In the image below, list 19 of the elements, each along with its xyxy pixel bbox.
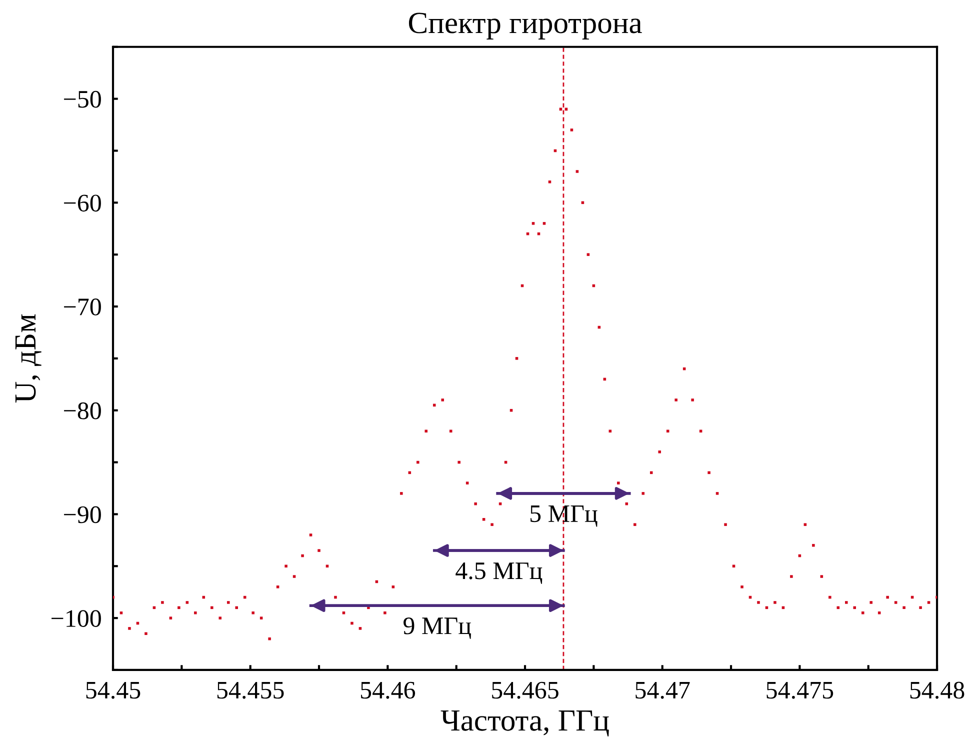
y-tick-label: −90 [64, 506, 101, 524]
x-tick-label: 54.48 [910, 682, 964, 699]
x-tick-label: 54.455 [217, 682, 284, 699]
chart-title: Спектр гиротрона [408, 12, 642, 40]
annotation: 9 МГц [404, 617, 471, 639]
annotation: 5 МГц [530, 506, 598, 527]
x-tick-label: 54.465 [492, 682, 558, 699]
y-tick-label: −80 [64, 402, 101, 420]
y-tick-label: −50 [64, 90, 101, 108]
x-tick-label: 54.475 [766, 682, 834, 699]
x-tick-label: 54.46 [361, 682, 416, 699]
y-axis-title: U, дБм [15, 314, 42, 403]
x-tick-label: 54.45 [86, 682, 140, 699]
x-tick-label: 54.47 [636, 682, 690, 699]
annotation: 4.5 МГц [456, 562, 542, 584]
y-tick-label: −60 [64, 194, 101, 212]
y-tick-label: −100 [52, 610, 101, 627]
y-tick-label: −70 [64, 298, 101, 316]
x-axis-title: Частота, ГГц [440, 710, 609, 736]
